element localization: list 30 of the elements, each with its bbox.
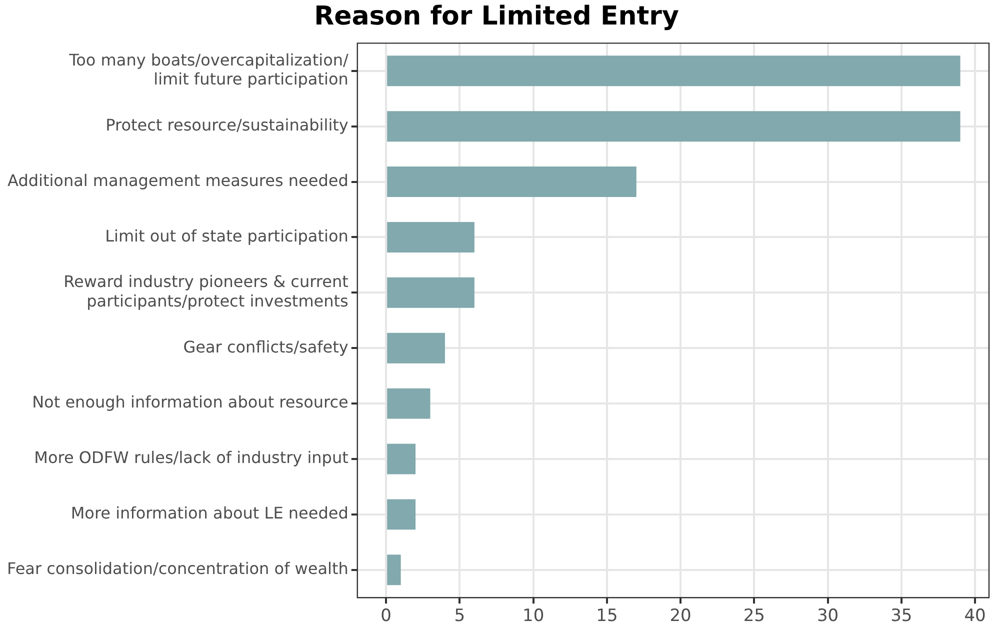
y-tick-label: Limit out of state participation: [105, 226, 348, 246]
x-tick-label: 0: [380, 606, 392, 626]
x-tick-label: 40: [964, 606, 986, 626]
y-tick-label: Additional management measures needed: [8, 170, 348, 190]
bar: [387, 277, 474, 308]
bar: [387, 444, 416, 474]
x-tick-label: 30: [816, 606, 839, 626]
bar: [387, 111, 960, 142]
y-tick-label: More ODFW rules/lack of industry input: [34, 448, 348, 468]
y-tick-label: More information about LE needed: [70, 504, 348, 523]
bar: [387, 499, 416, 530]
chart-title: Reason for Limited Entry: [314, 1, 679, 32]
bar: [387, 388, 430, 419]
y-tick-label: Not enough information about resource: [32, 392, 348, 412]
y-tick-label: Too many boats/overcapitalization/ limit future participation: [68, 50, 349, 89]
x-tick-label: 25: [743, 606, 765, 626]
bar: [387, 166, 636, 198]
x-tick-label: 15: [596, 606, 618, 626]
bar: [387, 56, 960, 86]
y-tick-label: Fear consolidation/concentration of wealth: [6, 559, 348, 578]
x-tick-label: 35: [890, 606, 912, 626]
bar: [387, 554, 401, 586]
y-tick-label: Protect resource/sustainability: [106, 116, 348, 135]
bar: [387, 332, 445, 364]
x-tick-label: 20: [670, 606, 692, 626]
x-tick-label: 10: [522, 606, 544, 626]
x-tick-label: 5: [454, 606, 466, 626]
y-tick-label: Gear conflicts/safety: [183, 337, 348, 356]
bar: [387, 222, 474, 252]
y-tick-label: Reward industry pioneers & current participants/protect investments: [64, 272, 348, 310]
